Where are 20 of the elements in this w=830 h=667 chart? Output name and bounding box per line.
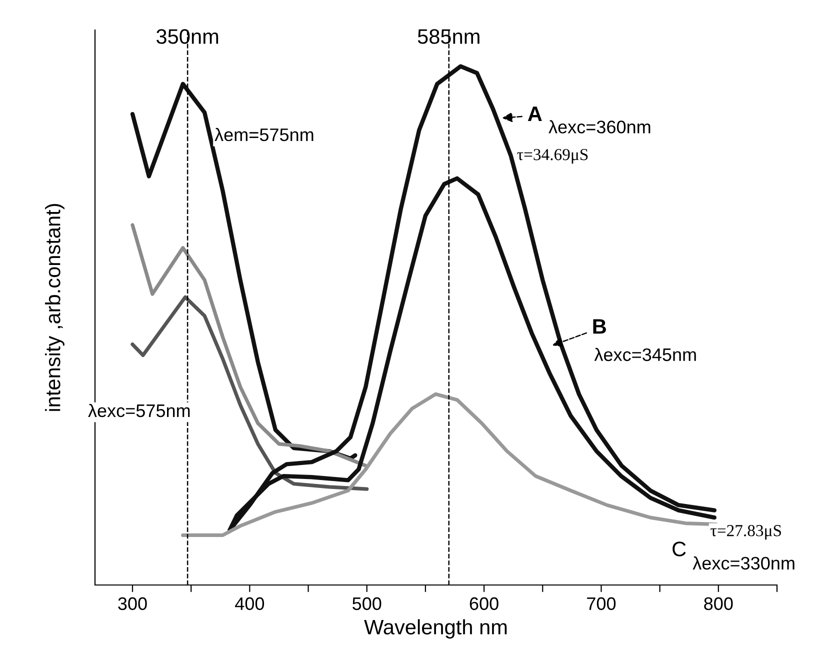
x-tick-label: 400 [235, 597, 264, 610]
annotation: C [672, 542, 686, 556]
annotation: B [593, 319, 606, 334]
annotation: λexc=330nm [692, 556, 794, 570]
annotation: τ=27.83μS [710, 525, 781, 540]
x-tick-label: 700 [587, 597, 616, 610]
annotation: A [528, 106, 542, 121]
annotation: λexc=345nm [594, 348, 696, 362]
annotation: λexc=360nm [548, 120, 650, 134]
annotation: λexc=575nm [88, 404, 190, 418]
x-tick-label: 800 [704, 597, 733, 610]
x-tick-label: 600 [470, 597, 498, 610]
x-tick-label: 300 [118, 597, 147, 610]
y-axis-title: intensity ,arb.constant) [45, 204, 64, 411]
x-tick-label: 500 [352, 597, 382, 610]
x-axis-title: Wavelength nm [364, 619, 507, 639]
annotation: λem=575nm [214, 128, 314, 142]
ref-line-label: 585nm [418, 29, 480, 44]
ref-line-label: 350nm [156, 29, 218, 44]
annotation: τ=34.69μS [517, 149, 588, 164]
